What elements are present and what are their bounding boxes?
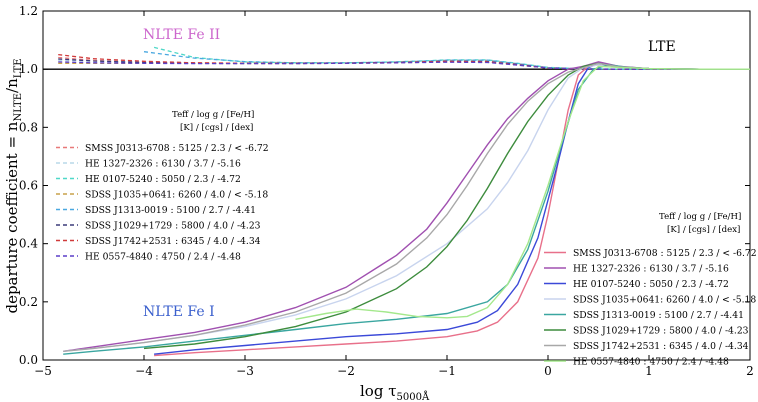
- y-tick-label: 0.2: [19, 295, 38, 309]
- fe1-legend-label: HE 1327-2326 : 6130 / 3.7 / -5.16: [573, 264, 729, 275]
- legend-fe2-header-line1: Teff / log g / [Fe/H]: [172, 110, 254, 120]
- fe1-series-line-7: [63, 62, 750, 352]
- fe2-series-group: [58, 46, 750, 70]
- fe1-legend-label: SDSS J1035+0641: 6260 / 4.0 / < -5.18: [573, 295, 756, 306]
- x-axis-label-main: log τ: [360, 382, 397, 400]
- fe2-legend-label: SDSS J1029+1729 : 5800 / 4.0 / -4.23: [85, 221, 261, 232]
- x-tick-label: −2: [337, 364, 355, 378]
- fe2-legend-label: SMSS J0313-6708 : 5125 / 2.3 / < -6.72: [85, 143, 269, 154]
- x-tick-label: 2: [746, 364, 754, 378]
- annotation-nlte-fe2: NLTE Fe II: [143, 27, 220, 43]
- y-tick-label: 0.6: [19, 179, 38, 193]
- fe1-legend-label: SDSS J1029+1729 : 5800 / 4.0 / -4.23: [573, 326, 749, 337]
- y-axis-label-sub1: NLTE: [13, 93, 24, 122]
- x-tick-label: 1: [645, 364, 653, 378]
- fe1-series-line-8: [295, 65, 750, 320]
- fe2-legend-label: HE 1327-2326 : 6130 / 3.7 / -5.16: [85, 159, 241, 170]
- fe1-legend-label: HE 0107-5240 : 5050 / 2.3 / -4.72: [573, 279, 729, 290]
- y-tick-label: 0.0: [19, 353, 38, 367]
- x-axis-ticks: −5 −4 −3 −2 −1 0 1 2: [34, 11, 754, 378]
- x-axis-label: log τ5000Å: [360, 382, 430, 402]
- y-axis-label-mid: /n: [3, 78, 21, 93]
- legend-fe1-header-line2: [K] / [cgs] / [dex]: [667, 225, 740, 235]
- fe1-series-group: [63, 61, 750, 357]
- fe1-legend-label: SMSS J0313-6708 : 5125 / 2.3 / < -6.72: [573, 248, 757, 259]
- fe2-legend-label: HE 0557-4840 : 4750 / 2.4 / -4.48: [85, 252, 241, 263]
- y-tick-label: 1.0: [19, 62, 38, 76]
- fe2-series-line-8: [58, 61, 750, 70]
- x-tick-label: −4: [135, 364, 153, 378]
- fe2-series-line-6: [58, 58, 750, 70]
- fe2-legend-label: HE 0107-5240 : 5050 / 2.3 / -4.72: [85, 174, 241, 185]
- fe1-legend-label: HE 0557-4840 : 4750 / 2.4 / -4.48: [573, 357, 729, 368]
- y-tick-label: 1.2: [19, 4, 38, 18]
- y-axis-ticks: 0.0 0.2 0.4 0.6 0.8 1.0 1.2: [19, 4, 750, 367]
- fe1-legend-label: SDSS J1742+2531 : 6345 / 4.0 / -4.34: [573, 341, 749, 352]
- x-tick-label: −3: [236, 364, 254, 378]
- fe2-legend-label: SDSS J1035+0641: 6260 / 4.0 / < -5.18: [85, 190, 268, 201]
- y-axis-label: departure coefficient = nNLTE/nLTE: [3, 58, 24, 313]
- y-tick-label: 0.8: [19, 120, 38, 134]
- y-axis-label-sub2: LTE: [13, 58, 24, 78]
- legend-fe2-header-line2: [K] / [cgs] / [dex]: [180, 123, 253, 133]
- x-axis-label-sub: 5000Å: [397, 391, 430, 402]
- x-tick-label: 0: [544, 364, 552, 378]
- y-tick-label: 0.4: [19, 237, 38, 251]
- legend-fe2: Teff / log g / [Fe/H] [K] / [cgs] / [dex…: [56, 110, 269, 263]
- annotation-nlte-fe1: NLTE Fe I: [143, 304, 215, 320]
- fe2-legend-label: SDSS J1313-0019 : 5100 / 2.7 / -4.41: [85, 205, 256, 216]
- fe2-legend-label: SDSS J1742+2531 : 6345 / 4.0 / -4.34: [85, 236, 261, 247]
- x-tick-label: −5: [34, 364, 52, 378]
- legend-fe1-items: SMSS J0313-6708 : 5125 / 2.3 / < -6.72 HE…: [544, 248, 757, 368]
- annotation-lte: LTE: [648, 39, 676, 55]
- y-axis-label-main: departure coefficient = n: [3, 121, 21, 313]
- fe2-series-line-7: [58, 53, 750, 70]
- x-tick-label: −1: [438, 364, 456, 378]
- legend-fe1-header-line1: Teff / log g / [Fe/H]: [659, 212, 741, 222]
- legend-fe2-items: SMSS J0313-6708 : 5125 / 2.3 / < -6.72 HE…: [56, 143, 269, 263]
- legend-fe1: Teff / log g / [Fe/H] [K] / [cgs] / [dex…: [544, 212, 757, 368]
- fe1-legend-label: SDSS J1313-0019 : 5100 / 2.7 / -4.41: [573, 310, 744, 321]
